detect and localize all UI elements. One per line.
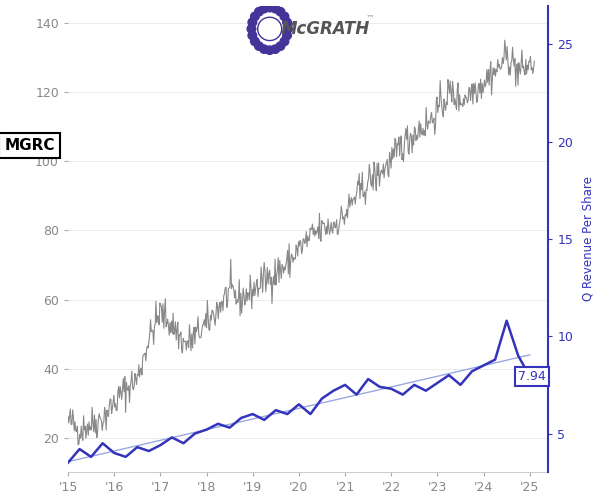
Circle shape — [248, 32, 257, 40]
Circle shape — [254, 8, 263, 16]
Circle shape — [265, 4, 274, 12]
Circle shape — [251, 37, 259, 46]
Circle shape — [260, 45, 268, 54]
Circle shape — [280, 37, 289, 46]
Y-axis label: Q Revenue Per Share: Q Revenue Per Share — [581, 176, 595, 302]
Text: 7.94: 7.94 — [518, 370, 545, 383]
Circle shape — [265, 46, 274, 54]
Text: ™: ™ — [366, 14, 374, 23]
Text: McGRATH: McGRATH — [280, 20, 370, 38]
Circle shape — [251, 12, 259, 20]
Circle shape — [283, 32, 292, 40]
Circle shape — [257, 17, 281, 40]
Circle shape — [283, 18, 292, 26]
Text: MGRC: MGRC — [4, 138, 55, 153]
Circle shape — [276, 42, 285, 50]
Circle shape — [254, 42, 263, 50]
Circle shape — [271, 45, 280, 54]
Circle shape — [271, 4, 280, 13]
Circle shape — [248, 18, 257, 26]
Circle shape — [247, 24, 256, 33]
Circle shape — [276, 8, 285, 16]
Circle shape — [280, 12, 289, 20]
Circle shape — [260, 4, 268, 13]
Circle shape — [284, 24, 292, 33]
